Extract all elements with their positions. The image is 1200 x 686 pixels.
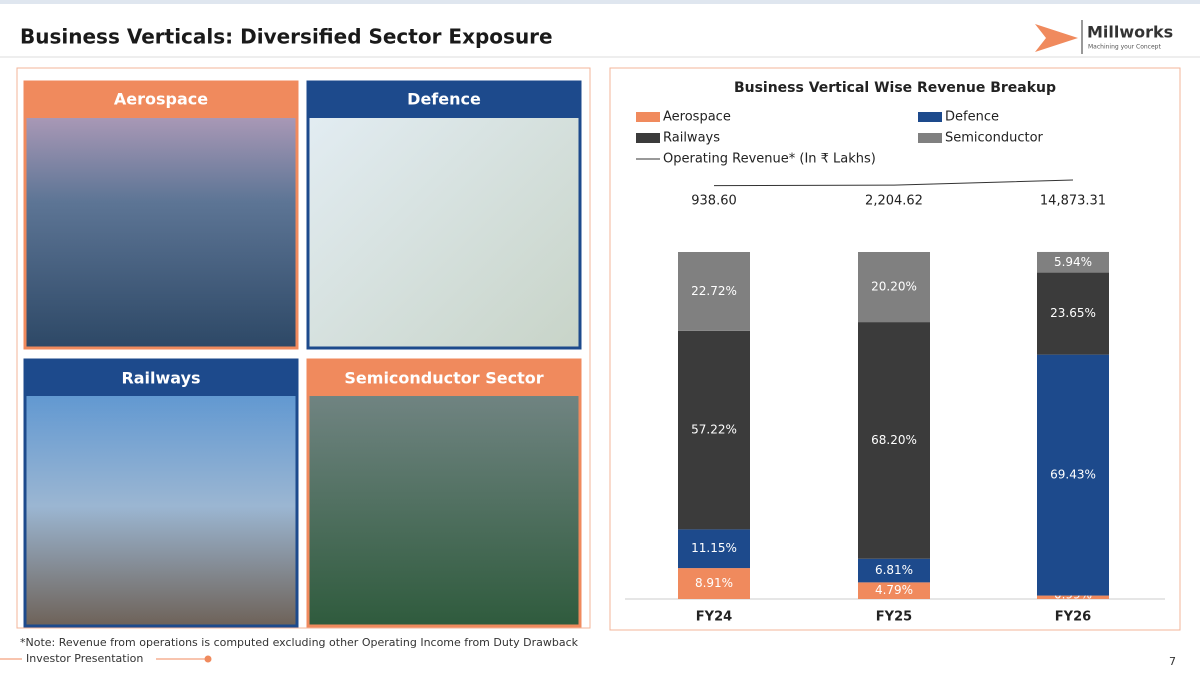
- bar-segment: [1037, 354, 1109, 596]
- data-label: 68.20%: [871, 433, 917, 447]
- tiles-frame: [16, 67, 591, 629]
- legend-swatch: [918, 133, 942, 143]
- tile-header: [25, 360, 297, 396]
- bar-segment: [1037, 595, 1109, 599]
- bar-segment: [858, 252, 930, 323]
- x-tick-label: FY25: [876, 610, 912, 625]
- logo-tagline: Machining your Concept: [1088, 44, 1161, 51]
- legend-label: Railways: [663, 131, 720, 146]
- data-label: 4.79%: [875, 583, 913, 597]
- bar-segment: [678, 568, 750, 599]
- data-label: 20.20%: [871, 280, 917, 294]
- data-label: 69.43%: [1050, 468, 1096, 482]
- data-label: 6.81%: [875, 563, 913, 577]
- bar-segment: [858, 322, 930, 559]
- legend-swatch: [636, 112, 660, 122]
- data-label: 57.22%: [691, 423, 737, 437]
- tile-label: Semiconductor Sector: [344, 369, 543, 388]
- tile-image: [306, 80, 582, 350]
- legend-label: Defence: [945, 110, 999, 125]
- tile-image: [23, 80, 299, 350]
- bar-segment: [1037, 251, 1109, 273]
- data-label: 11.15%: [691, 541, 737, 555]
- page-number: 7: [1169, 655, 1176, 668]
- x-tick-label: FY24: [696, 610, 732, 625]
- bar-segment: [678, 529, 750, 569]
- data-label: 22.72%: [691, 284, 737, 298]
- legend-label: Semiconductor: [945, 131, 1044, 146]
- footer-dot: [204, 655, 212, 663]
- bar-segment: [1037, 272, 1109, 355]
- chart-title: Business Vertical Wise Revenue Breakup: [734, 80, 1056, 96]
- data-label: 23.65%: [1050, 306, 1096, 320]
- tile-header: [308, 360, 580, 396]
- tile-image: [306, 358, 582, 628]
- bar-segment: [678, 252, 750, 331]
- bar-segment: [858, 582, 930, 599]
- page-title: Business Verticals: Diversified Sector E…: [20, 25, 553, 49]
- chart: Aerospace Defence Railways Semiconductor Ope…: [625, 110, 1165, 625]
- revenue-label: 14,873.31: [1040, 194, 1106, 209]
- tile-label: Aerospace: [114, 90, 208, 109]
- revenue-line: [713, 179, 1074, 187]
- tile-label: Defence: [407, 90, 481, 109]
- revenue-label: 938.60: [691, 194, 737, 209]
- tile-header: [308, 82, 580, 118]
- legend-swatch: [636, 133, 660, 143]
- chart-frame: [609, 67, 1181, 631]
- note: *Note: Revenue from operations is comput…: [20, 636, 579, 649]
- tile-label: Railways: [121, 369, 200, 388]
- tile-header: [25, 82, 297, 118]
- top-strip: [0, 0, 1200, 4]
- legend-swatch: [918, 112, 942, 122]
- bar-segment: [858, 558, 930, 583]
- legend-label: Operating Revenue* (In ₹ Lakhs): [663, 152, 876, 167]
- footer-label: Investor Presentation: [26, 652, 143, 665]
- bar-segment: [678, 330, 750, 530]
- legend-label: Aerospace: [663, 110, 731, 125]
- tile-image: [23, 358, 299, 628]
- data-label: 5.94%: [1054, 255, 1092, 269]
- logo-mark: [1035, 24, 1078, 52]
- x-tick-label: FY26: [1055, 610, 1091, 625]
- data-label: 8.91%: [695, 576, 733, 590]
- logo-name: Millworks: [1087, 23, 1173, 42]
- revenue-label: 2,204.62: [865, 194, 923, 209]
